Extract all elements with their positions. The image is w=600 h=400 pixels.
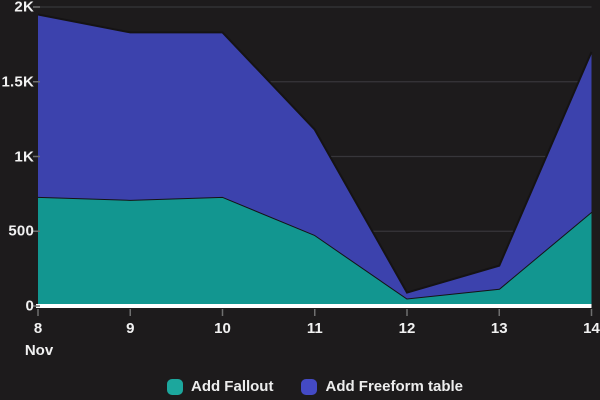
x-axis-baseline [36,304,592,308]
legend-label: Add Freeform table [325,378,464,395]
x-axis-month-label: Nov [24,342,54,359]
x-tick-label: 14 [583,320,600,337]
area-series-0[interactable] [38,196,592,305]
area-series-1-outline [37,13,593,294]
chart-legend: Add Fallout Add Freeform table [38,378,592,395]
add-freeform-table-swatch-icon [301,378,318,395]
x-tick-label: 10 [214,320,231,337]
x-tick-label: 8 [33,320,43,337]
x-tick-label: 11 [306,320,323,337]
x-tick-label: 9 [126,320,135,337]
x-tick-label: 12 [398,320,416,337]
y-tick-label: 1K [14,148,34,165]
y-tick-label: 2K [14,0,34,16]
add-fallout-swatch-icon [166,378,183,395]
area-series-1[interactable] [38,14,592,299]
legend-label: Add Fallout [190,378,274,395]
legend-item-add-freeform-table[interactable]: Add Freeform table [301,378,463,395]
x-tick-label: 13 [490,320,508,337]
legend-item-add-fallout[interactable]: Add Fallout [166,378,274,395]
y-tick-label: 1.5K [1,73,34,91]
y-tick-label: 0 [25,297,34,315]
y-tick-label: 500 [8,222,34,240]
